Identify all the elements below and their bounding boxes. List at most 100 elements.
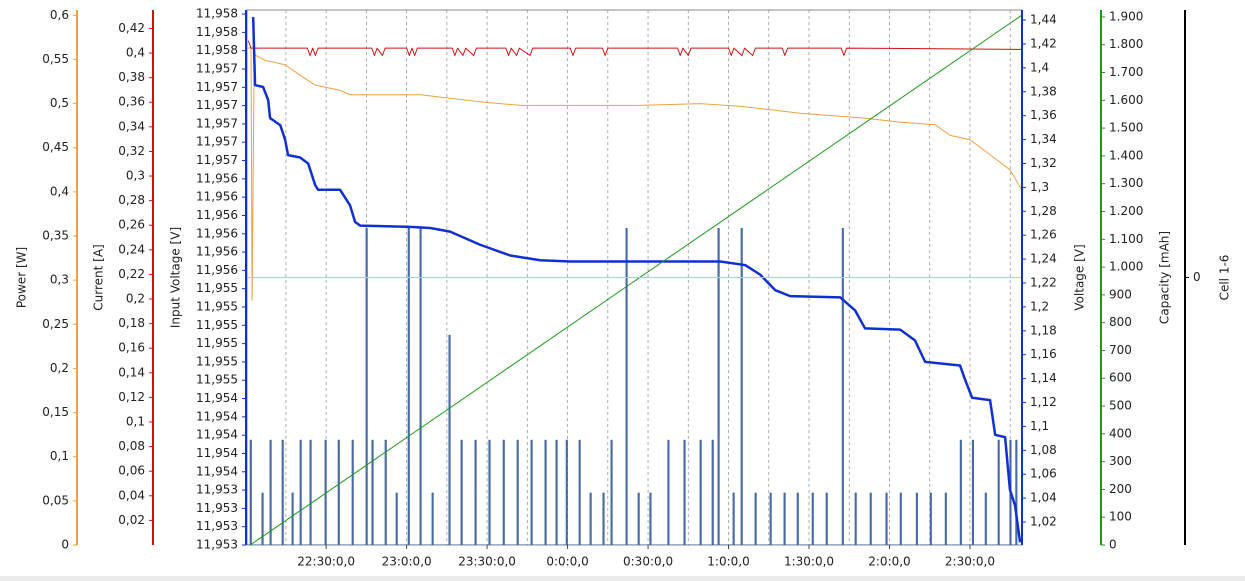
y-tick-label: 1,08 xyxy=(1030,443,1057,457)
y-tick-label: 11,953 xyxy=(196,538,238,552)
y-tick-label: 0,25 xyxy=(42,317,69,331)
y-tick-label: 0,42 xyxy=(118,21,145,35)
y-tick-label: 1,24 xyxy=(1030,252,1057,266)
y-tick-label: 1,02 xyxy=(1030,515,1057,529)
x-tick-label: 0:30:0,0 xyxy=(623,555,673,569)
y-tick-label: 0,08 xyxy=(118,439,145,453)
y-tick-label: 1.400 xyxy=(1109,148,1143,162)
y-tick-label: 11,954 xyxy=(196,464,238,478)
y-tick-label: 11,955 xyxy=(196,336,238,350)
axes: 22:30:0,0 23:0:0,0 23:30:0,0 0:0:0,0 0:30:0,… xyxy=(15,7,1232,569)
x-tick-label: 0:0:0,0 xyxy=(546,555,588,569)
series-line xyxy=(249,14,1022,545)
y-tick-label: 0,3 xyxy=(50,273,69,287)
y-tick-label: 11,953 xyxy=(196,483,238,497)
y-tick-label: 1.700 xyxy=(1109,65,1143,79)
y-tick-label: 200 xyxy=(1109,482,1132,496)
y-tick-label: 0,15 xyxy=(42,405,69,419)
y-tick-label: 11,957 xyxy=(196,116,238,130)
y-tick-label: 100 xyxy=(1109,510,1132,524)
x-tick-label: 1:0:0,0 xyxy=(707,555,749,569)
y-tick-label: 0,6 xyxy=(50,8,69,22)
x-tick-label: 2:30:0,0 xyxy=(945,555,995,569)
y-tick-label: 1,36 xyxy=(1030,108,1057,122)
y-tick-label: 11,956 xyxy=(196,208,238,222)
y-axis-title: Input Voltage [V] xyxy=(169,227,183,328)
y-tick-label: 1,2 xyxy=(1030,299,1049,313)
y-tick-label: 0,26 xyxy=(118,218,145,232)
y-tick-label: 0,55 xyxy=(42,52,69,66)
y-tick-label: 0,18 xyxy=(118,316,145,330)
y-tick-label: 1.300 xyxy=(1109,176,1143,190)
x-tick-label: 23:30:0,0 xyxy=(458,555,516,569)
y-tick-label: 11,958 xyxy=(196,7,238,21)
y-tick-label: 11,956 xyxy=(196,190,238,204)
y-tick-label: 11,956 xyxy=(196,245,238,259)
y-tick-label: 1,06 xyxy=(1030,467,1057,481)
y-tick-label: 0,05 xyxy=(42,493,69,507)
y-tick-label: 1.200 xyxy=(1109,204,1143,218)
y-axis-title: Voltage [V] xyxy=(1073,244,1087,310)
y-tick-label: 1,04 xyxy=(1030,491,1057,505)
y-tick-label: 0,22 xyxy=(118,267,145,281)
y-tick-label: 11,954 xyxy=(196,391,238,405)
y-tick-label: 300 xyxy=(1109,454,1132,468)
y-axis-title: Current [A] xyxy=(92,244,106,310)
y-tick-label: 500 xyxy=(1109,399,1132,413)
y-tick-label: 0,4 xyxy=(126,46,145,60)
y-tick-label: 600 xyxy=(1109,371,1132,385)
y-tick-label: 0 xyxy=(1193,270,1201,284)
y-tick-label: 0 xyxy=(61,538,69,552)
y-tick-label: 11,954 xyxy=(196,409,238,423)
y-tick-label: 0,14 xyxy=(118,365,145,379)
y-tick-label: 0,35 xyxy=(42,229,69,243)
y-tick-label: 1,3 xyxy=(1030,180,1049,194)
y-tick-label: 0,24 xyxy=(118,242,145,256)
y-tick-label: 1,38 xyxy=(1030,84,1057,98)
y-tick-label: 11,955 xyxy=(196,300,238,314)
y-tick-label: 1.500 xyxy=(1109,121,1143,135)
x-tick-label: 2:0:0,0 xyxy=(868,555,910,569)
series-line xyxy=(248,47,1022,301)
y-tick-label: 0,3 xyxy=(126,169,145,183)
y-tick-label: 11,957 xyxy=(196,80,238,94)
y-tick-label: 11,957 xyxy=(196,98,238,112)
x-tick-label: 23:0:0,0 xyxy=(382,555,432,569)
y-tick-label: 400 xyxy=(1109,426,1132,440)
y-tick-label: 0,34 xyxy=(118,119,145,133)
y-tick-label: 0,45 xyxy=(42,140,69,154)
x-tick-label: 22:30:0,0 xyxy=(297,555,355,569)
y-tick-label: 0,36 xyxy=(118,95,145,109)
y-tick-label: 0,28 xyxy=(118,193,145,207)
y-tick-label: 0,04 xyxy=(118,488,145,502)
y-tick-label: 0,2 xyxy=(50,361,69,375)
y-tick-label: 11,955 xyxy=(196,318,238,332)
grid xyxy=(285,10,1011,545)
y-axis-title: Capacity [mAh] xyxy=(1158,231,1172,324)
y-tick-label: 1,26 xyxy=(1030,228,1057,242)
y-tick-label: 1,16 xyxy=(1030,347,1057,361)
y-tick-label: 1,22 xyxy=(1030,275,1057,289)
y-tick-label: 800 xyxy=(1109,315,1132,329)
series-line xyxy=(247,40,1021,57)
y-tick-label: 700 xyxy=(1109,343,1132,357)
y-tick-label: 1,44 xyxy=(1030,13,1057,27)
y-tick-label: 1.800 xyxy=(1109,37,1143,51)
y-tick-label: 1,34 xyxy=(1030,132,1057,146)
y-tick-label: 1,1 xyxy=(1030,419,1049,433)
y-tick-label: 1.900 xyxy=(1109,9,1143,23)
y-tick-label: 0,12 xyxy=(118,390,145,404)
y-tick-label: 0,06 xyxy=(118,464,145,478)
y-tick-label: 900 xyxy=(1109,287,1132,301)
y-tick-label: 11,953 xyxy=(196,519,238,533)
y-tick-label: 11,955 xyxy=(196,281,238,295)
y-tick-label: 1,4 xyxy=(1030,60,1049,74)
y-tick-label: 0 xyxy=(1109,538,1117,552)
y-tick-label: 11,956 xyxy=(196,263,238,277)
y-tick-label: 0,32 xyxy=(118,144,145,158)
y-tick-label: 0,2 xyxy=(126,292,145,306)
y-tick-label: 11,954 xyxy=(196,446,238,460)
y-tick-label: 0,5 xyxy=(50,96,69,110)
series-line xyxy=(251,17,1022,543)
y-tick-label: 1,14 xyxy=(1030,371,1057,385)
